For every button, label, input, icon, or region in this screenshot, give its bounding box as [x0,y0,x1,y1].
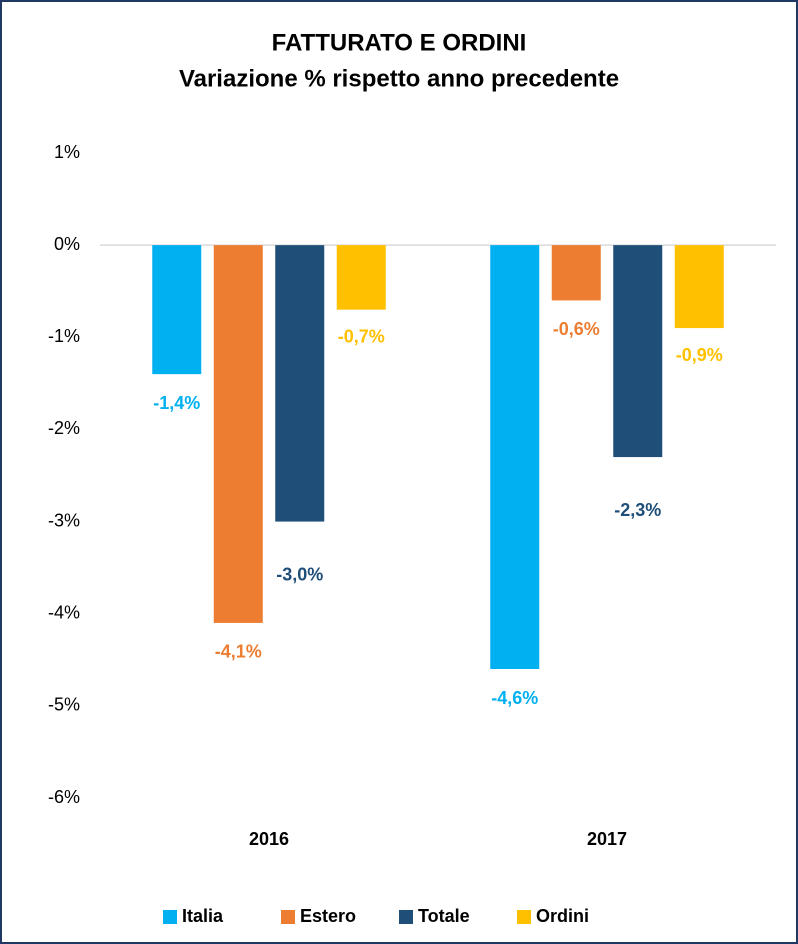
x-tick-label: 2016 [249,829,289,849]
bar [551,245,601,301]
bar [336,245,386,310]
bar [613,245,663,458]
y-tick-label: -1% [48,326,80,346]
y-tick-label: 0% [54,234,80,254]
legend-label: Totale [418,906,470,926]
y-tick-label: -3% [48,510,80,530]
data-label: -4,6% [491,688,538,708]
bar [490,245,540,669]
chart-title: FATTURATO E ORDINI [272,29,527,56]
data-label: -2,3% [614,500,661,520]
data-label: -0,9% [676,345,723,365]
x-tick-label: 2017 [587,829,627,849]
bar [275,245,325,522]
bar [674,245,724,329]
chart-subtitle: Variazione % rispetto anno precedente [179,65,619,92]
y-tick-label: -6% [48,787,80,807]
bar [152,245,202,375]
data-label: -0,7% [338,326,385,346]
y-tick-label: -4% [48,602,80,622]
bar [213,245,263,623]
legend-swatch [281,910,295,924]
legend-label: Ordini [536,906,589,926]
legend-swatch [163,910,177,924]
data-label: -4,1% [215,642,262,662]
y-tick-label: 1% [54,142,80,162]
legend-swatch [517,910,531,924]
legend-swatch [399,910,413,924]
y-tick-label: -5% [48,695,80,715]
legend-label: Estero [300,906,356,926]
y-tick-label: -2% [48,418,80,438]
data-label: -1,4% [153,393,200,413]
legend-label: Italia [182,906,224,926]
data-label: -3,0% [276,564,323,584]
data-label: -0,6% [553,319,600,339]
